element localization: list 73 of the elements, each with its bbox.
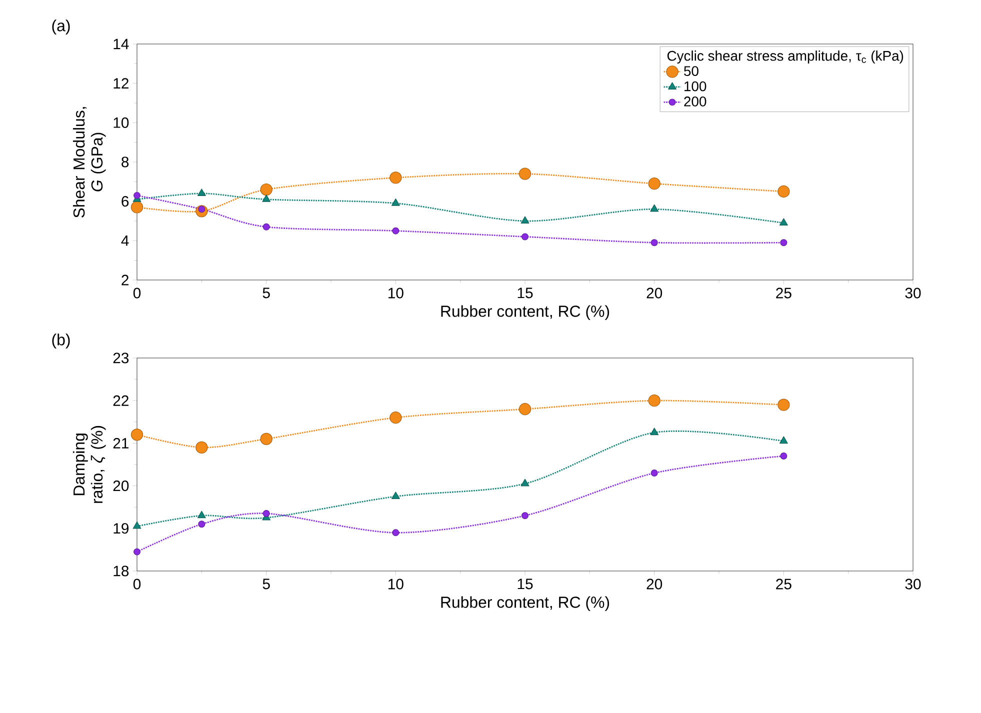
point <box>780 239 788 246</box>
y-tick-label: 2 <box>122 274 128 286</box>
point <box>648 178 660 190</box>
legend-label: 50 <box>684 66 698 76</box>
y-tick-label: 19 <box>114 523 129 534</box>
x-tick-label: 0 <box>133 288 141 298</box>
point <box>132 521 142 529</box>
x-tick-label: 25 <box>776 288 792 298</box>
point <box>198 520 206 528</box>
y-tick-label: 4 <box>121 236 129 246</box>
point <box>648 394 660 407</box>
point <box>778 185 790 198</box>
chart-title: (a) <box>52 20 70 34</box>
point <box>391 492 400 499</box>
point <box>518 168 532 180</box>
x-tick-label: 5 <box>262 578 270 590</box>
point <box>391 198 400 206</box>
point <box>262 194 271 202</box>
point <box>779 436 788 444</box>
legend-label: 100 <box>684 81 706 92</box>
point <box>392 227 400 234</box>
x-tick-label: 20 <box>646 578 662 590</box>
point <box>390 412 402 424</box>
point <box>260 432 272 446</box>
point <box>778 398 790 411</box>
point <box>130 201 144 214</box>
y-tick-label: 23 <box>113 352 129 364</box>
y-tick-label: 8 <box>122 156 129 168</box>
point <box>197 188 206 196</box>
x-tick-label: 15 <box>518 288 533 298</box>
point <box>392 529 400 536</box>
chart-title: (b) <box>52 334 70 348</box>
x-tick-label: 25 <box>776 578 792 590</box>
point <box>260 183 272 196</box>
x-tick-label: 10 <box>388 288 404 298</box>
y-tick-label: 14 <box>114 38 129 50</box>
point <box>522 233 528 240</box>
point <box>262 223 270 230</box>
x-tick-label: 5 <box>262 288 270 298</box>
point <box>650 204 659 212</box>
x-tick-label: 0 <box>133 578 141 590</box>
point <box>780 452 788 460</box>
y-tick-label: 12 <box>114 78 128 89</box>
y-tick-label: 6 <box>122 196 129 207</box>
x-tick-label: 20 <box>646 288 662 298</box>
y-tick-label: 21 <box>113 438 128 448</box>
point <box>197 510 206 518</box>
point <box>196 441 208 454</box>
point <box>518 403 532 416</box>
point <box>520 216 530 224</box>
y-tick-label: 10 <box>114 117 129 128</box>
x-tick-label: 15 <box>518 578 533 590</box>
point <box>650 239 658 246</box>
point <box>522 512 528 520</box>
legend-title: Cyclic shear stress amplitude, τ$_{c}$ (kPa) <box>667 50 904 64</box>
y-tick-label: 20 <box>113 480 129 492</box>
x-tick-label: 10 <box>388 578 404 590</box>
y-tick-label: 22 <box>113 395 128 406</box>
y-tick-label: 18 <box>114 566 129 576</box>
point <box>520 478 530 486</box>
x-axis-title: Rubber content, RC (%) <box>441 596 610 612</box>
point <box>130 428 144 441</box>
point <box>134 548 140 556</box>
x-tick-label: 30 <box>905 578 921 590</box>
point <box>262 510 270 517</box>
point <box>650 428 659 436</box>
x-axis-title: Rubber content, RC (%) <box>441 305 610 320</box>
legend-label: 200 <box>684 96 706 106</box>
point <box>650 470 658 477</box>
point <box>779 218 788 226</box>
point <box>390 172 402 184</box>
x-tick-label: 30 <box>905 288 921 298</box>
point <box>134 192 140 199</box>
